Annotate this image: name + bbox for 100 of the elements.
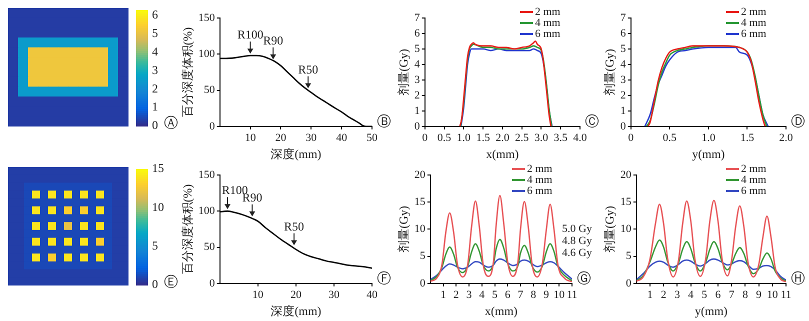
y-tick-label: 5 [626, 250, 632, 262]
y-axis-title: 剂量(Gy) [396, 48, 410, 96]
x-tick-label: 1.0 [702, 132, 716, 144]
x-tick-label: 2.5 [514, 132, 530, 144]
y-axis-title: 剂量(Gy) [602, 48, 616, 96]
x-tick-label: 30 [328, 288, 340, 301]
legend-label: 2 mm [527, 162, 553, 175]
y-tick-label: 1 [620, 104, 626, 117]
x-tick-label: 11 [566, 288, 578, 301]
y-tick-label: 5 [420, 250, 426, 262]
y-tick-label: 50 [204, 84, 216, 96]
x-tick-label: 10 [252, 288, 264, 301]
color-bar-label: 3 [152, 62, 158, 77]
y-axis-title: 剂量(Gy) [602, 206, 616, 253]
y-axis-title: 百分深度体积(%) [180, 27, 194, 118]
color-bar-label: 1 [152, 100, 158, 114]
x-tick-label: 6 [504, 288, 511, 301]
y-tick-label: 15 [620, 196, 632, 208]
annotation: R100 [237, 28, 264, 42]
x-tick-label: 4 [479, 288, 486, 301]
x-tick-label: 5 [702, 288, 708, 301]
y-tick-label: 3 [414, 74, 420, 86]
y-tick-label: 0 [420, 277, 426, 290]
x-tick-label: 40 [366, 288, 378, 301]
line-series [430, 258, 572, 280]
annotation: 5.0 Gy [562, 223, 592, 236]
y-tick-label: 0 [626, 277, 632, 290]
x-tick-label: 1.5 [476, 132, 490, 144]
y-tick-label: 2 [620, 89, 626, 102]
x-axis-title: y(mm) [694, 304, 728, 318]
x-tick-label: 3 [466, 288, 472, 301]
y-tick-label: 0 [414, 120, 420, 132]
y-axis-title: 剂量(Gy) [396, 206, 410, 253]
y-tick-label: 6 [414, 27, 420, 40]
x-tick-label: 3 [674, 288, 680, 301]
y-tick-label: 4 [620, 58, 626, 70]
annotation: 4.6 Gy [562, 247, 592, 260]
y-tick-label: 0 [209, 277, 216, 290]
legend-label: 6 mm [535, 28, 561, 40]
text: Ⓖ [577, 271, 591, 288]
legend-label: 2 mm [741, 6, 767, 18]
x-tick-label: 8 [530, 288, 537, 301]
x-tick-label: 50 [366, 132, 378, 144]
legend-label: 4 mm [741, 174, 767, 186]
legend-label: 6 mm [741, 184, 767, 197]
x-tick-label: 9 [544, 288, 550, 301]
annotation: R50 [298, 62, 318, 76]
line-series [636, 258, 786, 281]
x-tick-label: 9 [756, 288, 762, 301]
text: Ⓓ [791, 114, 805, 130]
y-tick-label: 6 [620, 27, 626, 40]
color-bar-label: 0 [152, 277, 158, 292]
x-tick-label: 2.0 [496, 132, 510, 144]
x-tick-label: 1.5 [740, 132, 755, 144]
x-axis-title: y(mm) [692, 146, 725, 161]
legend-label: 2 mm [535, 6, 561, 18]
y-axis-title: 百分深度体积(%) [180, 184, 194, 274]
annotation: 4.8 Gy [562, 235, 592, 248]
color-bar-label: 15 [152, 161, 164, 176]
y-tick-label: 5 [414, 42, 420, 55]
x-tick-label: 7 [518, 288, 524, 301]
x-tick-label: 30 [306, 132, 318, 144]
y-tick-label: 0 [209, 120, 216, 132]
x-tick-label: 1 [647, 288, 653, 301]
legend-label: 4 mm [527, 174, 553, 186]
y-tick-label: 0 [620, 120, 626, 132]
x-tick-label: 20 [290, 288, 302, 301]
y-tick-label: 50 [204, 241, 216, 254]
color-bar-label: 5 [152, 26, 158, 40]
y-tick-label: 2 [414, 89, 420, 102]
text: Ⓑ [377, 114, 391, 130]
x-tick-label: 1 [440, 288, 446, 301]
legend-label: 4 mm [741, 16, 767, 29]
color-bar-label: 0 [152, 118, 158, 132]
annotation: R90 [263, 33, 284, 48]
x-tick-label: 10 [244, 132, 256, 144]
x-tick-label: 2.0 [779, 132, 794, 144]
x-tick-label: 6 [715, 288, 722, 301]
x-tick-label: 8 [742, 288, 748, 301]
y-tick-label: 7 [620, 12, 626, 24]
x-axis-title: 深度(mm) [270, 304, 322, 318]
text: Ⓒ [585, 114, 599, 130]
text: Ⓔ [164, 274, 178, 291]
color-bar-label: 6 [152, 8, 158, 22]
x-tick-label: 0.5 [437, 132, 452, 144]
x-tick-label: 7 [728, 288, 735, 301]
y-tick-label: 100 [198, 48, 216, 60]
y-tick-label: 20 [414, 168, 426, 181]
y-tick-label: 15 [414, 196, 426, 208]
x-tick-label: 4 [688, 288, 694, 301]
x-tick-label: 1.0 [456, 132, 472, 144]
x-tick-label: 20 [275, 132, 287, 144]
color-bar-label: 4 [152, 44, 158, 59]
text: Ⓕ [377, 271, 391, 288]
x-axis-title: x(mm) [486, 146, 519, 161]
y-tick-label: 150 [198, 12, 216, 24]
x-tick-label: 4.0 [573, 132, 588, 144]
x-tick-label: 40 [336, 132, 348, 144]
y-tick-label: 3 [620, 74, 626, 86]
text: Ⓐ [164, 116, 178, 132]
